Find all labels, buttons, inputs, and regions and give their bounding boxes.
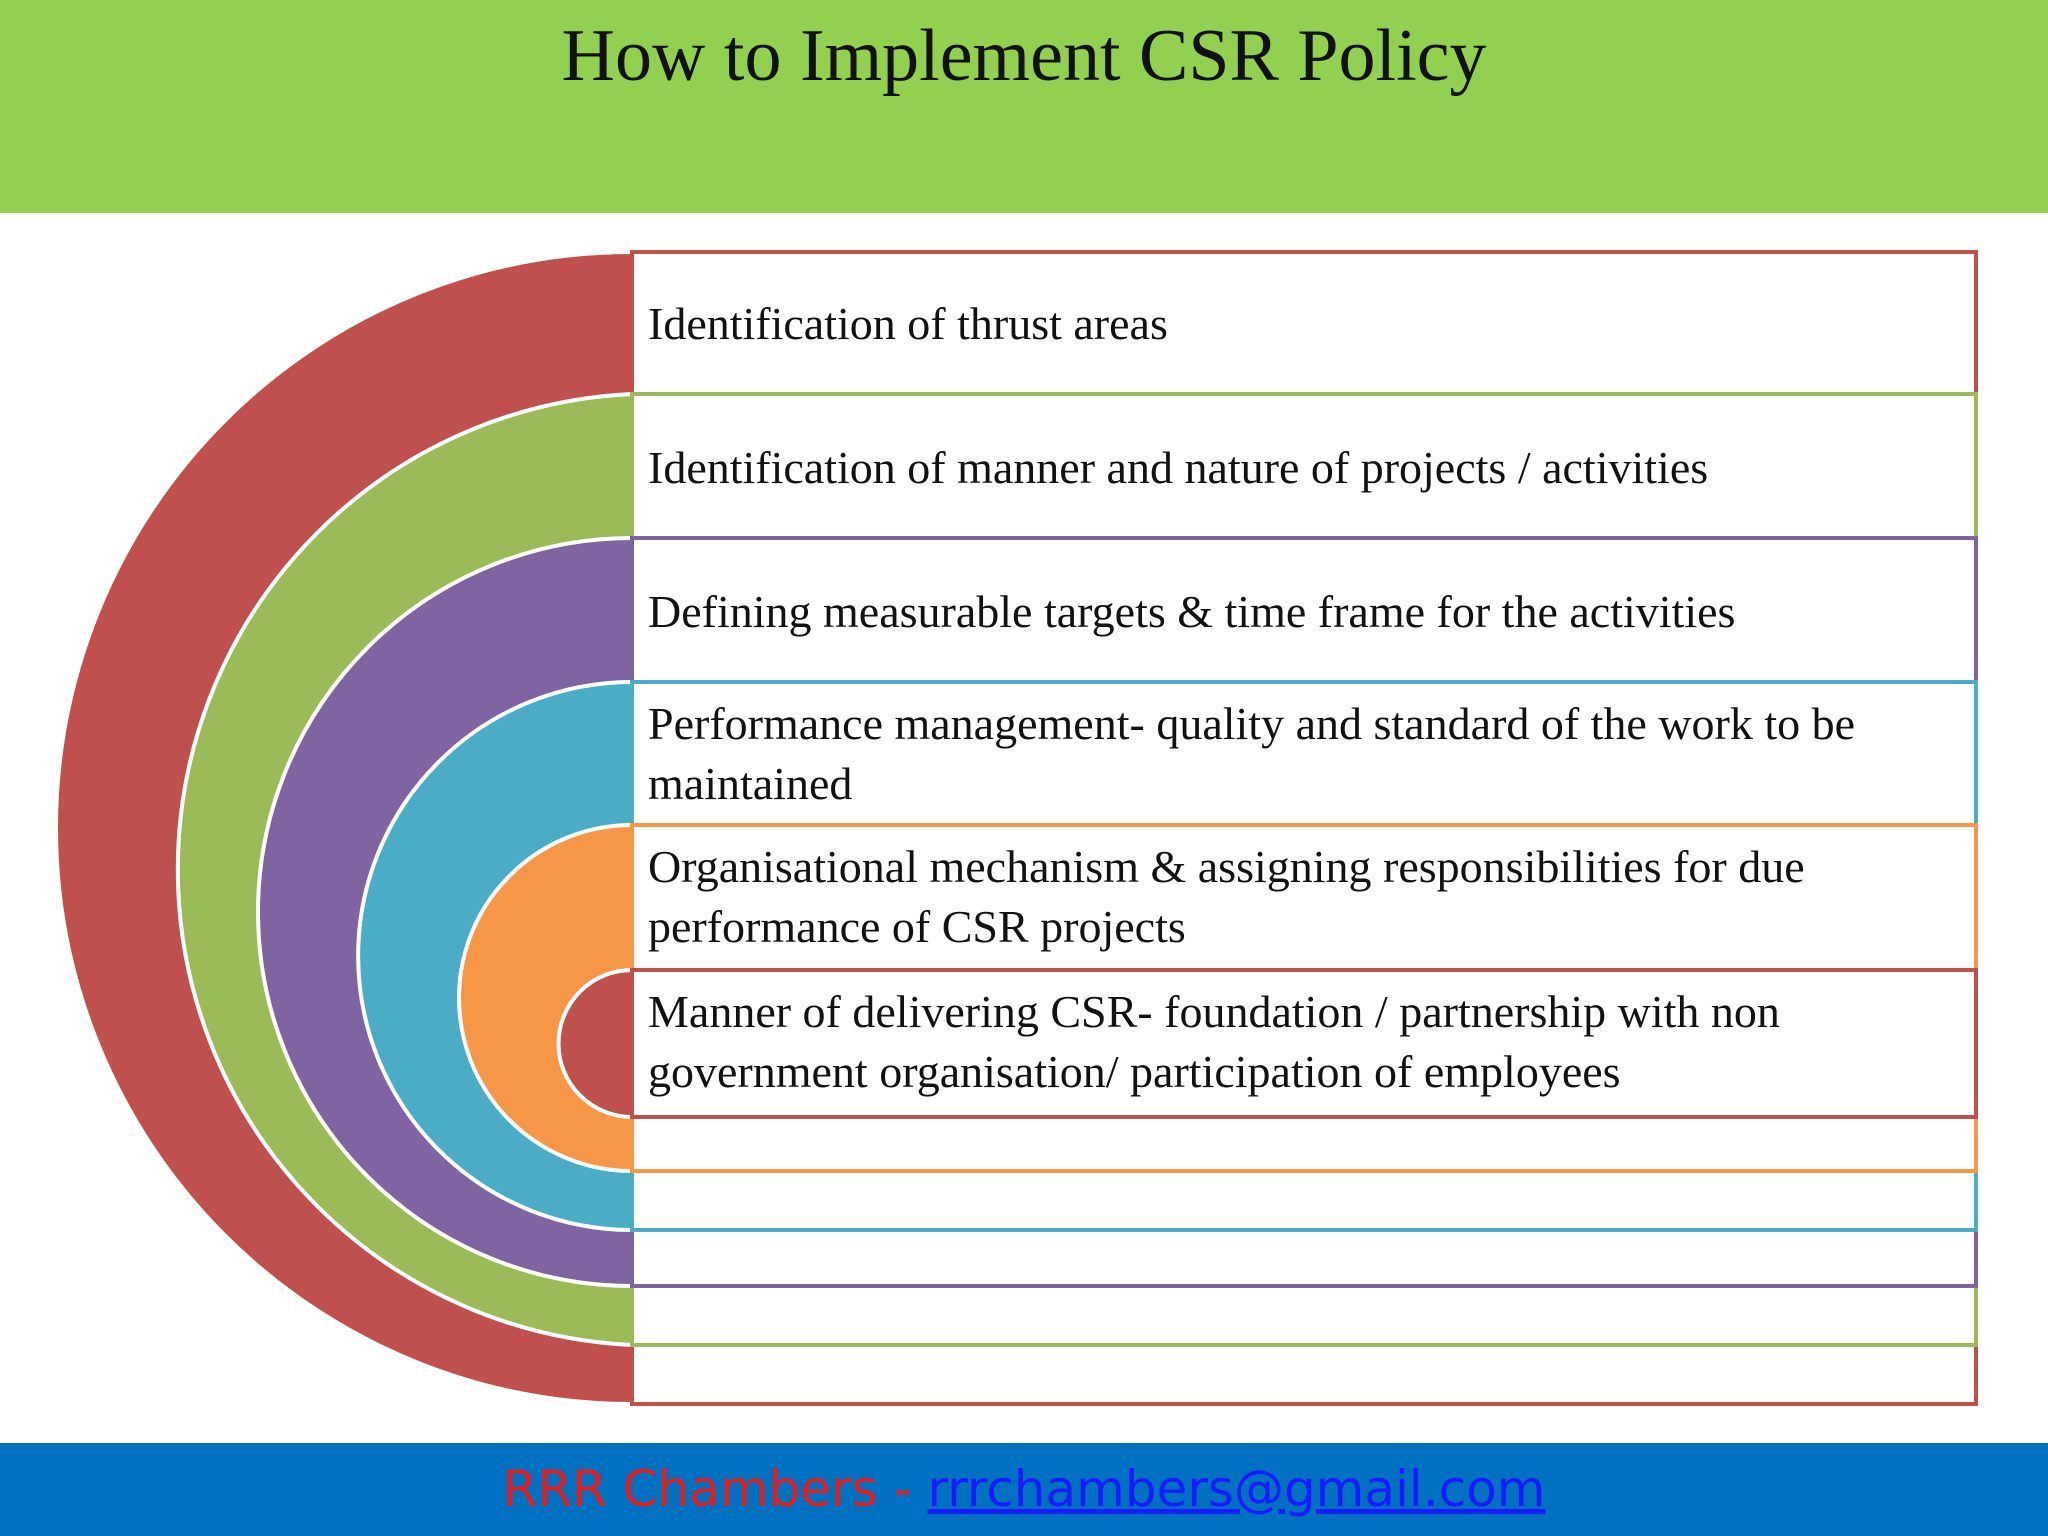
footer-email[interactable]: rrrchambers@gmail.com [927, 1460, 1546, 1518]
step-text: Organisational mechanism & assigning res… [648, 841, 1805, 952]
arc [556, 967, 634, 1120]
footer-band: RRR Chambers - rrrchambers@gmail.com [0, 1443, 2048, 1536]
step-text: Defining measurable targets & time frame… [648, 586, 1736, 637]
band-box [630, 968, 1978, 1119]
step-text: Identification of manner and nature of p… [648, 442, 1709, 493]
header-band [0, 0, 2048, 213]
step-text: Manner of delivering CSR- foundation / p… [648, 986, 1780, 1097]
step-text: Identification of thrust areas [648, 298, 1168, 349]
title: How to Implement CSR Policy [561, 15, 1487, 97]
footer-name: RRR Chambers - [502, 1460, 912, 1518]
step-text: Performance management- quality and stan… [648, 698, 1856, 809]
